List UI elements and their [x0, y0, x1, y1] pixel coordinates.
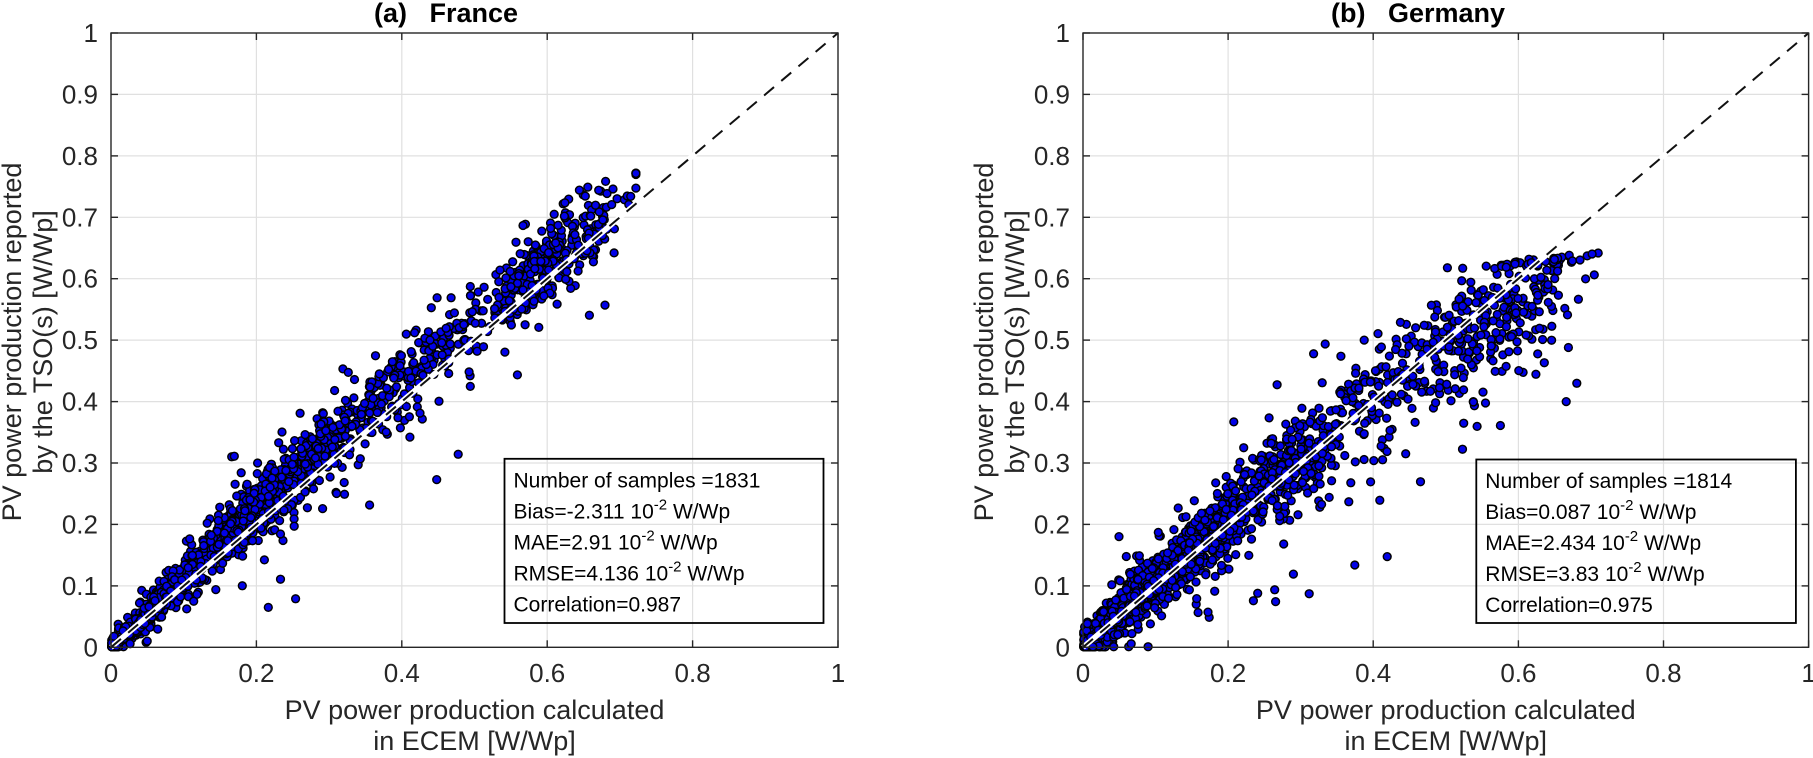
svg-text:0.6: 0.6 [1500, 658, 1536, 688]
svg-text:RMSE=3.83 10-2 W/Wp: RMSE=3.83 10-2 W/Wp [1485, 559, 1704, 586]
svg-text:by the TSO(s) [W/Wp]: by the TSO(s) [W/Wp] [1000, 210, 1030, 474]
svg-text:Number of samples =1831: Number of samples =1831 [514, 469, 761, 492]
svg-text:1: 1 [831, 658, 845, 688]
svg-text:PV power production calculated: PV power production calculated [1256, 695, 1636, 725]
svg-text:(a) France: (a) France [374, 0, 518, 28]
svg-text:0.7: 0.7 [62, 202, 98, 232]
svg-text:0: 0 [104, 658, 118, 688]
svg-text:0.8: 0.8 [1645, 658, 1681, 688]
svg-text:PV power production reported: PV power production reported [0, 163, 27, 522]
svg-text:1: 1 [1801, 658, 1813, 688]
svg-text:0: 0 [1056, 632, 1070, 662]
svg-text:0.2: 0.2 [238, 658, 274, 688]
svg-text:RMSE=4.136 10-2 W/Wp: RMSE=4.136 10-2 W/Wp [514, 558, 745, 585]
svg-text:in ECEM [W/Wp]: in ECEM [W/Wp] [373, 726, 576, 756]
svg-text:0.1: 0.1 [1034, 571, 1070, 601]
svg-text:0.4: 0.4 [384, 658, 420, 688]
svg-text:0.8: 0.8 [675, 658, 711, 688]
svg-text:0.2: 0.2 [1210, 658, 1246, 688]
svg-text:0.5: 0.5 [62, 325, 98, 355]
svg-text:0.2: 0.2 [62, 509, 98, 539]
svg-text:0.2: 0.2 [1034, 509, 1070, 539]
svg-text:Bias=0.087 10-2 W/Wp: Bias=0.087 10-2 W/Wp [1485, 497, 1696, 524]
svg-text:1: 1 [1056, 18, 1070, 48]
svg-text:0.6: 0.6 [529, 658, 565, 688]
svg-text:0: 0 [1076, 658, 1090, 688]
svg-text:in ECEM [W/Wp]: in ECEM [W/Wp] [1345, 726, 1548, 756]
svg-text:0.9: 0.9 [1034, 79, 1070, 109]
svg-text:Correlation=0.975: Correlation=0.975 [1485, 594, 1653, 617]
svg-text:MAE=2.91 10-2 W/Wp: MAE=2.91 10-2 W/Wp [514, 527, 718, 554]
svg-text:0.8: 0.8 [62, 141, 98, 171]
svg-text:0.6: 0.6 [62, 264, 98, 294]
svg-text:Correlation=0.987: Correlation=0.987 [514, 593, 682, 616]
svg-text:0.7: 0.7 [1034, 202, 1070, 232]
svg-text:PV power production calculated: PV power production calculated [285, 695, 665, 725]
svg-text:by the TSO(s) [W/Wp]: by the TSO(s) [W/Wp] [28, 210, 58, 474]
svg-text:0.3: 0.3 [1034, 448, 1070, 478]
svg-text:0.9: 0.9 [62, 79, 98, 109]
svg-text:0.3: 0.3 [62, 448, 98, 478]
svg-text:0.4: 0.4 [1355, 658, 1391, 688]
svg-text:0: 0 [84, 632, 98, 662]
svg-text:0.1: 0.1 [62, 571, 98, 601]
svg-text:0.6: 0.6 [1034, 264, 1070, 294]
svg-text:0.8: 0.8 [1034, 141, 1070, 171]
svg-text:0.4: 0.4 [62, 387, 98, 417]
svg-text:Bias=-2.311 10-2 W/Wp: Bias=-2.311 10-2 W/Wp [514, 496, 731, 523]
svg-text:PV power production reported: PV power production reported [969, 163, 999, 522]
svg-text:(b) Germany: (b) Germany [1331, 0, 1505, 28]
svg-text:Number of samples =1814: Number of samples =1814 [1485, 470, 1732, 493]
svg-text:1: 1 [84, 18, 98, 48]
svg-text:0.5: 0.5 [1034, 325, 1070, 355]
svg-text:0.4: 0.4 [1034, 387, 1070, 417]
svg-text:MAE=2.434 10-2 W/Wp: MAE=2.434 10-2 W/Wp [1485, 528, 1701, 555]
